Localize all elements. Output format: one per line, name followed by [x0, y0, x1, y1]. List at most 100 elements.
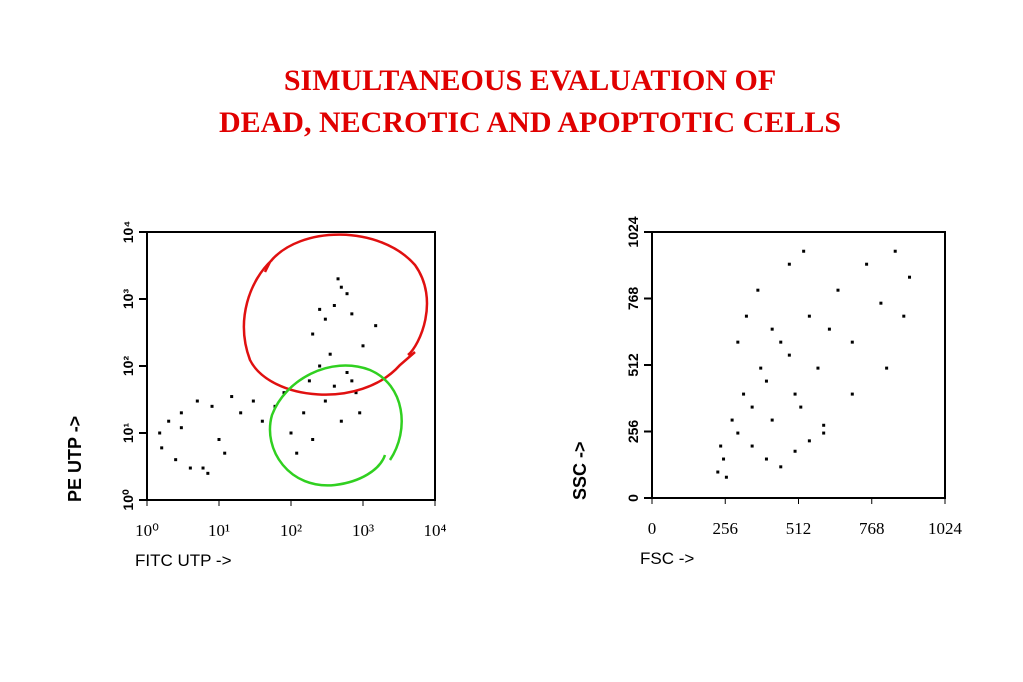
point: [744, 314, 748, 318]
point: [332, 303, 336, 307]
x-tick-label: 512: [786, 519, 812, 538]
point: [345, 370, 349, 374]
point: [295, 451, 299, 455]
point: [239, 411, 243, 415]
point: [188, 466, 192, 470]
point: [350, 312, 354, 316]
point: [361, 344, 365, 348]
gate-ellipse: [268, 364, 403, 487]
point: [223, 451, 227, 455]
point: [716, 470, 720, 474]
x-tick-label: 10³: [352, 521, 374, 540]
point: [799, 405, 803, 409]
point: [158, 431, 162, 435]
x-tick-label: 768: [859, 519, 885, 538]
x-tick-label: 1024: [928, 519, 963, 538]
title-line: DEAD, NECROTIC AND APOPTOTIC CELLS: [219, 106, 841, 139]
point: [770, 327, 774, 331]
y-tick-label: 10³: [120, 289, 136, 310]
plot-frame: [651, 231, 946, 499]
x-axis-label: FSC ->: [640, 549, 694, 568]
point: [764, 379, 768, 383]
x-tick-label: 10⁴: [424, 521, 447, 540]
point: [201, 466, 205, 470]
point: [750, 405, 754, 409]
point: [736, 431, 740, 435]
point: [816, 366, 820, 370]
point: [345, 292, 349, 296]
point: [719, 444, 723, 448]
point: [217, 437, 221, 441]
point: [885, 366, 889, 370]
point: [318, 364, 322, 368]
point: [750, 444, 754, 448]
y-tick-label: 10⁴: [120, 221, 136, 244]
x-axis-label: FITC UTP ->: [135, 551, 232, 570]
point: [787, 262, 791, 266]
point: [374, 324, 378, 328]
point: [807, 314, 811, 318]
point: [756, 288, 760, 292]
point: [174, 458, 178, 462]
point: [836, 288, 840, 292]
point: [332, 384, 336, 388]
x-tick-label: 0: [648, 519, 657, 538]
point: [779, 340, 783, 344]
point: [336, 277, 340, 281]
x-tick-label: 10⁰: [135, 521, 159, 540]
gate-ellipse: [242, 233, 429, 396]
point: [210, 404, 214, 408]
point: [742, 392, 746, 396]
point: [793, 392, 797, 396]
point: [736, 340, 740, 344]
point: [822, 423, 826, 427]
y-tick-label: 768: [625, 287, 641, 311]
plot: 10⁰ 10¹ 10² 10³ 10⁴ 10⁰ 10¹ 10² 10³ 10⁴ FITC UTP -…: [65, 221, 447, 570]
point: [827, 327, 831, 331]
point: [787, 353, 791, 357]
point: [759, 366, 763, 370]
plot-frame: [146, 231, 436, 501]
point: [358, 411, 362, 415]
point: [779, 465, 783, 469]
point: [793, 449, 797, 453]
point: [282, 391, 286, 395]
point: [354, 391, 358, 395]
point: [339, 285, 343, 289]
point: [311, 332, 315, 336]
point: [850, 392, 854, 396]
point: [179, 411, 183, 415]
point: [850, 340, 854, 344]
point: [893, 249, 897, 253]
point: [764, 457, 768, 461]
y-axis-label: PE UTP ->: [65, 416, 85, 502]
y-tick-label: 512: [625, 353, 641, 377]
point: [822, 431, 826, 435]
point: [724, 475, 728, 479]
title-line: SIMULTANEOUS EVALUATION OF: [284, 64, 776, 97]
point: [339, 419, 343, 423]
point: [722, 457, 726, 461]
point: [323, 399, 327, 403]
point: [260, 419, 264, 423]
y-tick-label: 0: [625, 494, 641, 502]
x-tick-label: 256: [713, 519, 739, 538]
point: [865, 262, 869, 266]
point: [908, 275, 912, 279]
point: [167, 419, 171, 423]
point: [230, 395, 234, 399]
point: [307, 379, 311, 383]
point: [879, 301, 883, 305]
point: [302, 411, 306, 415]
y-tick-label: 1024: [625, 216, 641, 247]
point: [730, 418, 734, 422]
point: [206, 471, 210, 475]
point: [328, 352, 332, 356]
point: [350, 379, 354, 383]
y-tick-label: 10²: [120, 356, 136, 377]
x-tick-label: 10¹: [208, 521, 230, 540]
point: [770, 418, 774, 422]
point: [318, 307, 322, 311]
y-tick-label: 10¹: [120, 423, 136, 444]
